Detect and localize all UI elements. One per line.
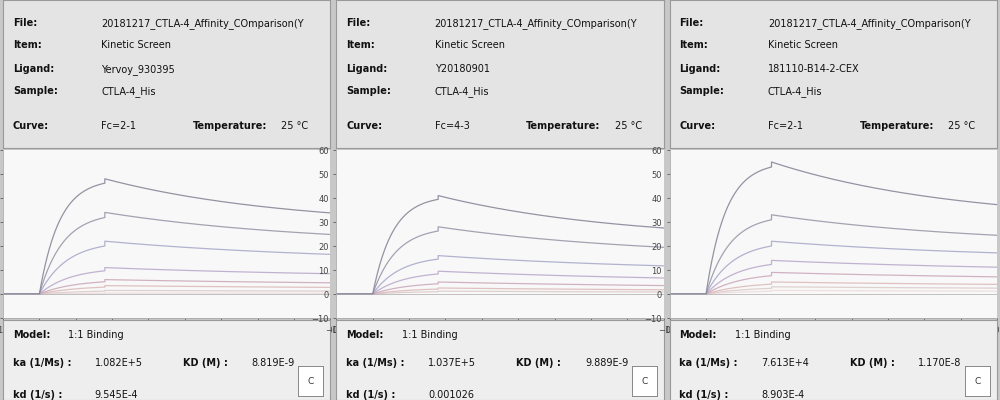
Text: 8.903E-4: 8.903E-4 [761, 390, 805, 400]
Text: Item:: Item: [13, 40, 42, 50]
Text: Fc=2-1: Fc=2-1 [101, 121, 136, 131]
Text: Ligand:: Ligand: [346, 64, 387, 74]
Text: 9.889E-9: 9.889E-9 [585, 358, 628, 368]
Text: Model:: Model: [346, 330, 384, 340]
Text: Temperature:: Temperature: [526, 121, 601, 131]
Text: Model:: Model: [679, 330, 717, 340]
Text: Item:: Item: [679, 40, 708, 50]
Text: 1.170E-8: 1.170E-8 [918, 358, 962, 368]
Text: C: C [641, 376, 647, 386]
Text: Fc=4-3: Fc=4-3 [435, 121, 469, 131]
Text: Sample:: Sample: [346, 86, 391, 96]
Text: Curve:: Curve: [679, 121, 716, 131]
Text: Sample:: Sample: [679, 86, 724, 96]
Text: 7.613E+4: 7.613E+4 [761, 358, 809, 368]
Text: KD (M) :: KD (M) : [183, 358, 228, 368]
Text: ka (1/Ms) :: ka (1/Ms) : [13, 358, 71, 368]
Text: 9.545E-4: 9.545E-4 [95, 390, 138, 400]
Text: CTLA-4_His: CTLA-4_His [768, 86, 822, 97]
Text: Ligand:: Ligand: [679, 64, 721, 74]
Text: Model:: Model: [13, 330, 50, 340]
Text: kd (1/s) :: kd (1/s) : [346, 390, 396, 400]
Text: File:: File: [13, 18, 37, 28]
Text: Temperature:: Temperature: [193, 121, 267, 131]
Text: Sample:: Sample: [13, 86, 58, 96]
Text: Item:: Item: [346, 40, 375, 50]
Text: Fc=2-1: Fc=2-1 [768, 121, 803, 131]
Text: 1:1 Binding: 1:1 Binding [68, 330, 124, 340]
Text: File:: File: [679, 18, 704, 28]
Text: ka (1/Ms) :: ka (1/Ms) : [679, 358, 738, 368]
Text: 1.082E+5: 1.082E+5 [95, 358, 143, 368]
Text: 8.819E-9: 8.819E-9 [252, 358, 295, 368]
Text: 25 °C: 25 °C [948, 121, 975, 131]
Text: C: C [974, 376, 981, 386]
Text: Temperature:: Temperature: [860, 121, 934, 131]
Text: 1:1 Binding: 1:1 Binding [735, 330, 791, 340]
Text: kd (1/s) :: kd (1/s) : [13, 390, 62, 400]
Text: KD (M) :: KD (M) : [850, 358, 895, 368]
Text: File:: File: [346, 18, 370, 28]
Text: C: C [308, 376, 314, 386]
Text: 1:1 Binding: 1:1 Binding [402, 330, 457, 340]
Text: CTLA-4_His: CTLA-4_His [101, 86, 156, 97]
Text: 25 °C: 25 °C [615, 121, 642, 131]
Text: 20181217_CTLA-4_Affinity_COmparison(Y: 20181217_CTLA-4_Affinity_COmparison(Y [435, 18, 637, 29]
Text: 25 °C: 25 °C [281, 121, 308, 131]
Text: 0.001026: 0.001026 [428, 390, 474, 400]
Text: ka (1/Ms) :: ka (1/Ms) : [346, 358, 405, 368]
Text: 20181217_CTLA-4_Affinity_COmparison(Y: 20181217_CTLA-4_Affinity_COmparison(Y [768, 18, 970, 29]
Text: Kinetic Screen: Kinetic Screen [435, 40, 505, 50]
Text: Ligand:: Ligand: [13, 64, 54, 74]
Text: Kinetic Screen: Kinetic Screen [101, 40, 171, 50]
Text: KD (M) :: KD (M) : [516, 358, 561, 368]
Text: CTLA-4_His: CTLA-4_His [435, 86, 489, 97]
Text: Curve:: Curve: [346, 121, 382, 131]
Text: kd (1/s) :: kd (1/s) : [679, 390, 729, 400]
Text: 1.037E+5: 1.037E+5 [428, 358, 476, 368]
Text: 20181217_CTLA-4_Affinity_COmparison(Y: 20181217_CTLA-4_Affinity_COmparison(Y [101, 18, 304, 29]
Text: 181110-B14-2-CEX: 181110-B14-2-CEX [768, 64, 859, 74]
Text: Y20180901: Y20180901 [435, 64, 490, 74]
Text: Yervoy_930395: Yervoy_930395 [101, 64, 175, 74]
Text: Curve:: Curve: [13, 121, 49, 131]
Text: Kinetic Screen: Kinetic Screen [768, 40, 838, 50]
